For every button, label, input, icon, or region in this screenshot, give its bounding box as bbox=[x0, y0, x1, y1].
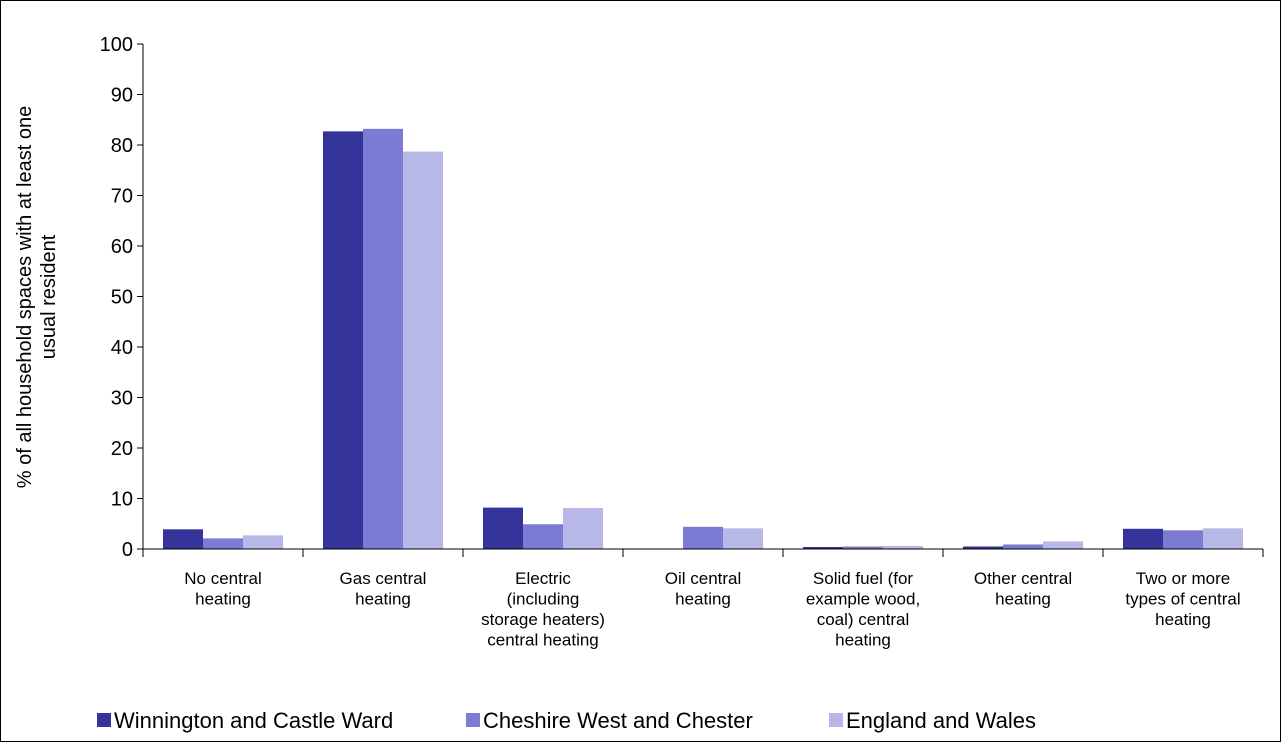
bar-2-2 bbox=[363, 128, 403, 549]
legend-label-3: England and Wales bbox=[846, 708, 1036, 733]
bar-1-1 bbox=[163, 529, 203, 549]
bar-1-2 bbox=[323, 131, 363, 550]
x-tick-label-1: No central heating bbox=[184, 569, 261, 609]
y-tick-label-20: 20 bbox=[111, 438, 133, 460]
bar-1-5 bbox=[803, 546, 843, 549]
y-tick-label-90: 90 bbox=[111, 85, 133, 107]
y-tick-label-60: 60 bbox=[111, 236, 133, 258]
bar-3-1 bbox=[243, 535, 283, 549]
x-tick-label-6: Other central heating bbox=[974, 569, 1072, 609]
bar-3-3 bbox=[563, 508, 603, 549]
bar-3-2 bbox=[403, 151, 443, 549]
bar-1-6 bbox=[963, 546, 1003, 549]
y-tick-label-80: 80 bbox=[111, 135, 133, 157]
x-tick-label-7: Two or more types of central heating bbox=[1125, 569, 1240, 629]
y-tick-label-40: 40 bbox=[111, 337, 133, 359]
bar-3-6 bbox=[1043, 541, 1083, 549]
legend-swatch-2 bbox=[466, 713, 480, 727]
x-tick-label-3: Electric (including storage heaters) centra… bbox=[481, 569, 605, 650]
bar-1-7 bbox=[1123, 528, 1163, 549]
y-tick-label-100: 100 bbox=[100, 34, 133, 56]
bar-2-4 bbox=[683, 526, 723, 549]
x-tick-label-4: Oil central heating bbox=[665, 569, 742, 609]
bar-2-5 bbox=[843, 546, 883, 549]
bar-1-3 bbox=[483, 507, 523, 549]
legend-label-1: Winnington and Castle Ward bbox=[114, 708, 393, 733]
bar-2-7 bbox=[1163, 530, 1203, 549]
legend-swatch-1 bbox=[97, 713, 111, 727]
bar-3-4 bbox=[723, 528, 763, 549]
legend-swatch-3 bbox=[829, 713, 843, 727]
y-tick-label-70: 70 bbox=[111, 186, 133, 208]
y-tick-label-50: 50 bbox=[111, 287, 133, 309]
bar-3-7 bbox=[1203, 528, 1243, 549]
y-tick-label-10: 10 bbox=[111, 489, 133, 511]
y-tick-label-0: 0 bbox=[122, 539, 133, 561]
y-axis-label: % of all household spaces with at least … bbox=[14, 106, 60, 488]
bar-2-3 bbox=[523, 524, 563, 549]
y-tick-label-30: 30 bbox=[111, 388, 133, 410]
bar-2-1 bbox=[203, 538, 243, 549]
bar-3-5 bbox=[883, 545, 923, 549]
legend-label-2: Cheshire West and Chester bbox=[483, 708, 753, 733]
x-tick-label-5: Solid fuel (for example wood, coal) centra… bbox=[806, 569, 920, 650]
bar-2-6 bbox=[1003, 544, 1043, 549]
x-tick-label-2: Gas central heating bbox=[340, 569, 427, 609]
